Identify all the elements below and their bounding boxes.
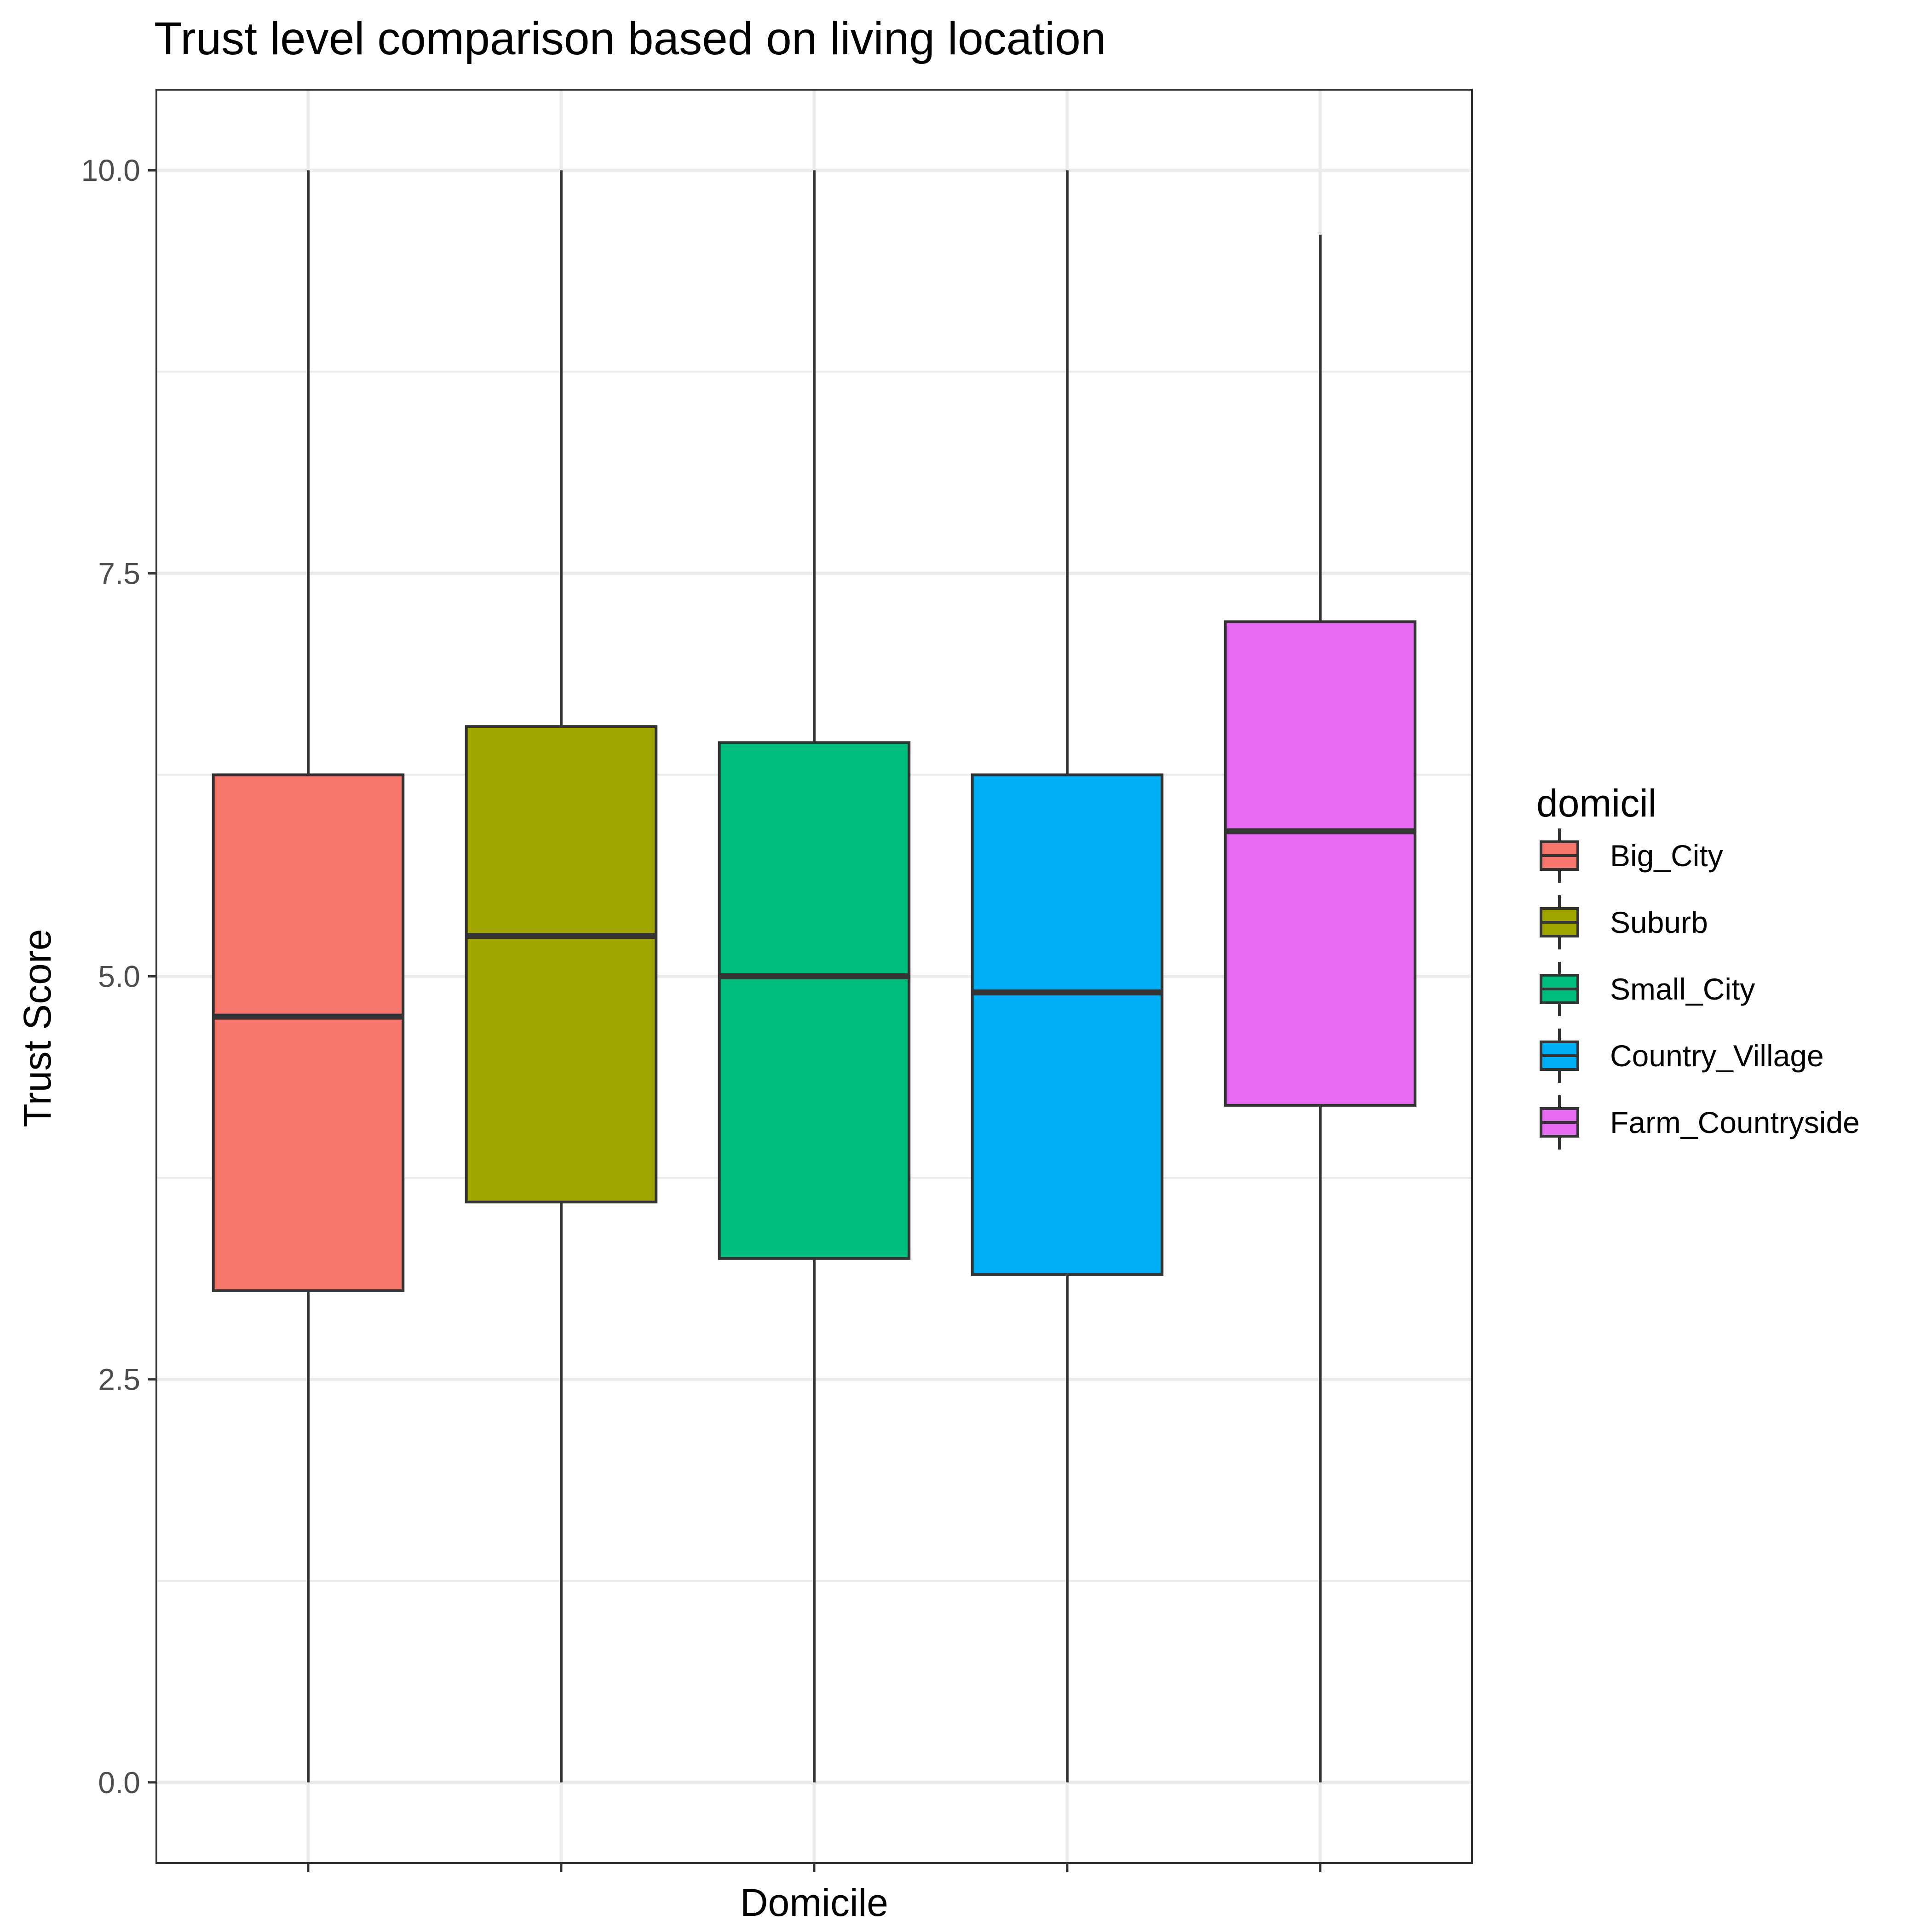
legend: Big_City Suburb Small_City Country_Village F… (1540, 828, 1860, 1150)
x-axis-title: Domicile (740, 1881, 888, 1924)
legend-item-Farm_Countryside: Farm_Countryside (1540, 1095, 1860, 1150)
y-tick-label: 0.0 (98, 1765, 140, 1800)
legend-item-Big_City: Big_City (1540, 828, 1723, 883)
legend-label: Small_City (1610, 972, 1755, 1006)
box-Small_City (718, 170, 911, 1782)
y-tick-label: 5.0 (98, 960, 140, 994)
legend-item-Suburb: Suburb (1540, 895, 1708, 949)
box-Big_City (212, 170, 405, 1782)
legend-label: Farm_Countryside (1610, 1105, 1860, 1139)
box-body (212, 773, 405, 1292)
legend-label: Big_City (1610, 839, 1723, 873)
legend-label: Suburb (1610, 905, 1708, 939)
legend-title: domicil (1536, 782, 1656, 825)
y-tick-label: 2.5 (98, 1363, 140, 1397)
legend-item-Country_Village: Country_Village (1540, 1029, 1824, 1083)
y-tick-label: 7.5 (98, 556, 140, 590)
box-Suburb (465, 170, 658, 1782)
box-body (718, 741, 911, 1260)
box-Farm_Countryside (1224, 235, 1417, 1782)
box-Country_Village (971, 170, 1164, 1782)
plot-area: 0.0 2.5 5.0 7.5 10.0 (81, 89, 1473, 1872)
chart-title: Trust level comparison based on living l… (154, 13, 1106, 64)
y-axis-title: Trust Score (16, 929, 59, 1127)
box-body (465, 725, 658, 1204)
y-tick-label: 10.0 (81, 153, 140, 187)
legend-item-Small_City: Small_City (1540, 962, 1755, 1016)
legend-label: Country_Village (1610, 1039, 1824, 1073)
box-body (971, 773, 1164, 1276)
box-body (1224, 620, 1417, 1107)
